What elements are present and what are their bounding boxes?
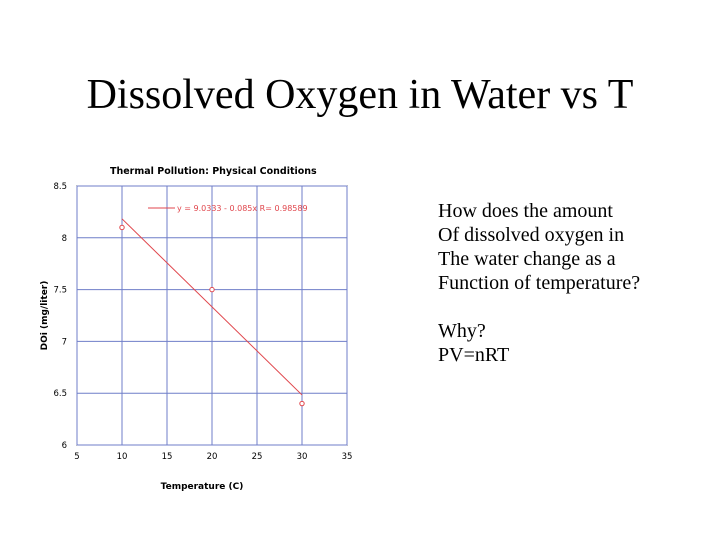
x-axis-label: Temperature (C) xyxy=(161,482,244,492)
question-line-3: The water change as a xyxy=(438,248,616,270)
y-tick-label: 8 xyxy=(62,234,67,244)
slide-text: How does the amount Of dissolved oxygen … xyxy=(438,199,718,367)
chart: Thermal Pollution: Physical Conditions 5… xyxy=(35,160,375,505)
data-point xyxy=(119,224,125,231)
x-tick-label: 20 xyxy=(207,452,218,462)
y-tick-label: 8.5 xyxy=(53,182,67,192)
y-tick-label: 6 xyxy=(62,441,67,451)
data-point xyxy=(299,400,305,407)
slide-title: Dissolved Oxygen in Water vs T xyxy=(86,72,634,118)
x-tick-label: 30 xyxy=(297,452,308,462)
x-tick-label: 5 xyxy=(74,452,79,462)
chart-title: Thermal Pollution: Physical Conditions xyxy=(110,166,317,177)
question-line-4: Function of temperature? xyxy=(438,272,641,294)
tick-labels: 5 10 15 20 25 30 35 6 6.5 7 7.5 8 8.5 xyxy=(53,182,352,462)
x-tick-label: 25 xyxy=(252,452,263,462)
series xyxy=(119,218,305,407)
y-axis-label: DOi (mg/liter) xyxy=(40,281,50,351)
x-tick-label: 15 xyxy=(162,452,173,462)
question-line-2: Of dissolved oxygen in xyxy=(438,224,625,246)
y-tick-label: 7 xyxy=(62,337,67,347)
legend-label: y = 9.0333 - 0.085x R= 0.98589 xyxy=(177,204,308,213)
y-tick-label: 7.5 xyxy=(53,286,67,296)
legend: y = 9.0333 - 0.085x R= 0.98589 xyxy=(148,204,308,213)
y-tick-label: 6.5 xyxy=(53,389,67,399)
data-point xyxy=(209,286,215,293)
x-tick-label: 10 xyxy=(117,452,128,462)
x-tick-label: 35 xyxy=(342,452,353,462)
fit-line xyxy=(121,218,303,396)
question-line-1: How does the amount xyxy=(438,200,613,222)
chart-svg: Thermal Pollution: Physical Conditions 5… xyxy=(40,166,352,492)
gas-law-line: PV=nRT xyxy=(438,344,510,366)
why-line: Why? xyxy=(438,320,486,342)
gridlines xyxy=(76,185,348,446)
